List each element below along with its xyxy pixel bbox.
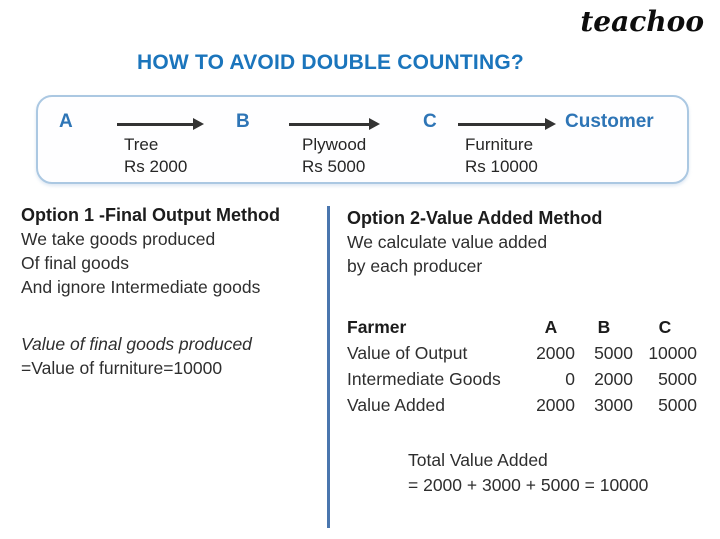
table-cell: 2000 bbox=[594, 369, 633, 389]
flow-arrow-icon bbox=[458, 118, 556, 130]
option2-value-added-method: Option 2-Value Added Method We calculate… bbox=[347, 206, 703, 417]
flow-node-customer: Customer bbox=[565, 111, 654, 132]
table-cell: 5000 bbox=[594, 343, 633, 363]
table-cell: 5000 bbox=[658, 395, 697, 415]
option1-line: Of final goods bbox=[21, 253, 129, 273]
table-cell: 3000 bbox=[594, 395, 633, 415]
option2-line: by each producer bbox=[347, 256, 483, 276]
table-cell: 0 bbox=[565, 369, 575, 389]
edge-label: Plywood bbox=[302, 135, 367, 154]
flow-edge-tree: Tree Rs 2000 bbox=[124, 134, 187, 178]
flow-edge-plywood: Plywood Rs 5000 bbox=[302, 134, 366, 178]
option1-italic-line: Value of final goods produced bbox=[21, 334, 252, 354]
table-cell: 2000 bbox=[536, 395, 575, 415]
table-header-a: A bbox=[544, 317, 558, 337]
option1-line: And ignore Intermediate goods bbox=[21, 277, 261, 297]
table-cell: 10000 bbox=[648, 343, 697, 363]
flow-arrow-icon bbox=[117, 118, 204, 130]
edge-label: Tree bbox=[124, 135, 159, 154]
option2-line: We calculate value added bbox=[347, 232, 548, 252]
table-row-label: Value of Output bbox=[347, 343, 468, 363]
table-cell: 5000 bbox=[658, 369, 697, 389]
production-chain-box: A Tree Rs 2000 B Plywood Rs 5000 C Furni… bbox=[36, 95, 689, 184]
flow-node-b: B bbox=[236, 111, 250, 132]
flow-edge-furniture: Furniture Rs 10000 bbox=[465, 134, 538, 178]
column-divider bbox=[327, 206, 330, 528]
table-row-label: Value Added bbox=[347, 395, 445, 415]
table-header-b: B bbox=[597, 317, 611, 337]
table-cell: 2000 bbox=[536, 343, 575, 363]
option1-heading: Option 1 -Final Output Method bbox=[21, 205, 280, 225]
edge-label: Furniture bbox=[465, 135, 534, 154]
flow-node-a: A bbox=[59, 111, 73, 132]
edge-value: Rs 2000 bbox=[124, 157, 188, 176]
table-row-label: Intermediate Goods bbox=[347, 369, 501, 389]
option1-result-line: =Value of furniture=10000 bbox=[21, 358, 223, 378]
total-label: Total Value Added bbox=[408, 450, 548, 470]
total-value-added: Total Value Added = 2000 + 3000 + 5000 =… bbox=[408, 448, 648, 498]
edge-value: Rs 10000 bbox=[465, 157, 538, 176]
spacer bbox=[347, 278, 703, 315]
option2-heading: Option 2-Value Added Method bbox=[347, 208, 603, 228]
table-header-farmer: Farmer bbox=[347, 317, 407, 337]
option1-line: We take goods produced bbox=[21, 229, 216, 249]
spacer bbox=[21, 299, 321, 332]
table-header-c: C bbox=[658, 317, 672, 337]
page-title: HOW TO AVOID DOUBLE COUNTING? bbox=[137, 51, 524, 74]
total-equation: = 2000 + 3000 + 5000 = 10000 bbox=[408, 475, 649, 495]
option1-final-output-method: Option 1 -Final Output Method We take go… bbox=[21, 203, 321, 380]
flow-arrow-icon bbox=[289, 118, 380, 130]
flow-node-c: C bbox=[423, 111, 437, 132]
teachoo-logo: teachoo bbox=[580, 5, 704, 38]
edge-value: Rs 5000 bbox=[302, 157, 366, 176]
value-added-table: Farmer A B C Value of Output 2000 5000 1… bbox=[347, 315, 703, 417]
